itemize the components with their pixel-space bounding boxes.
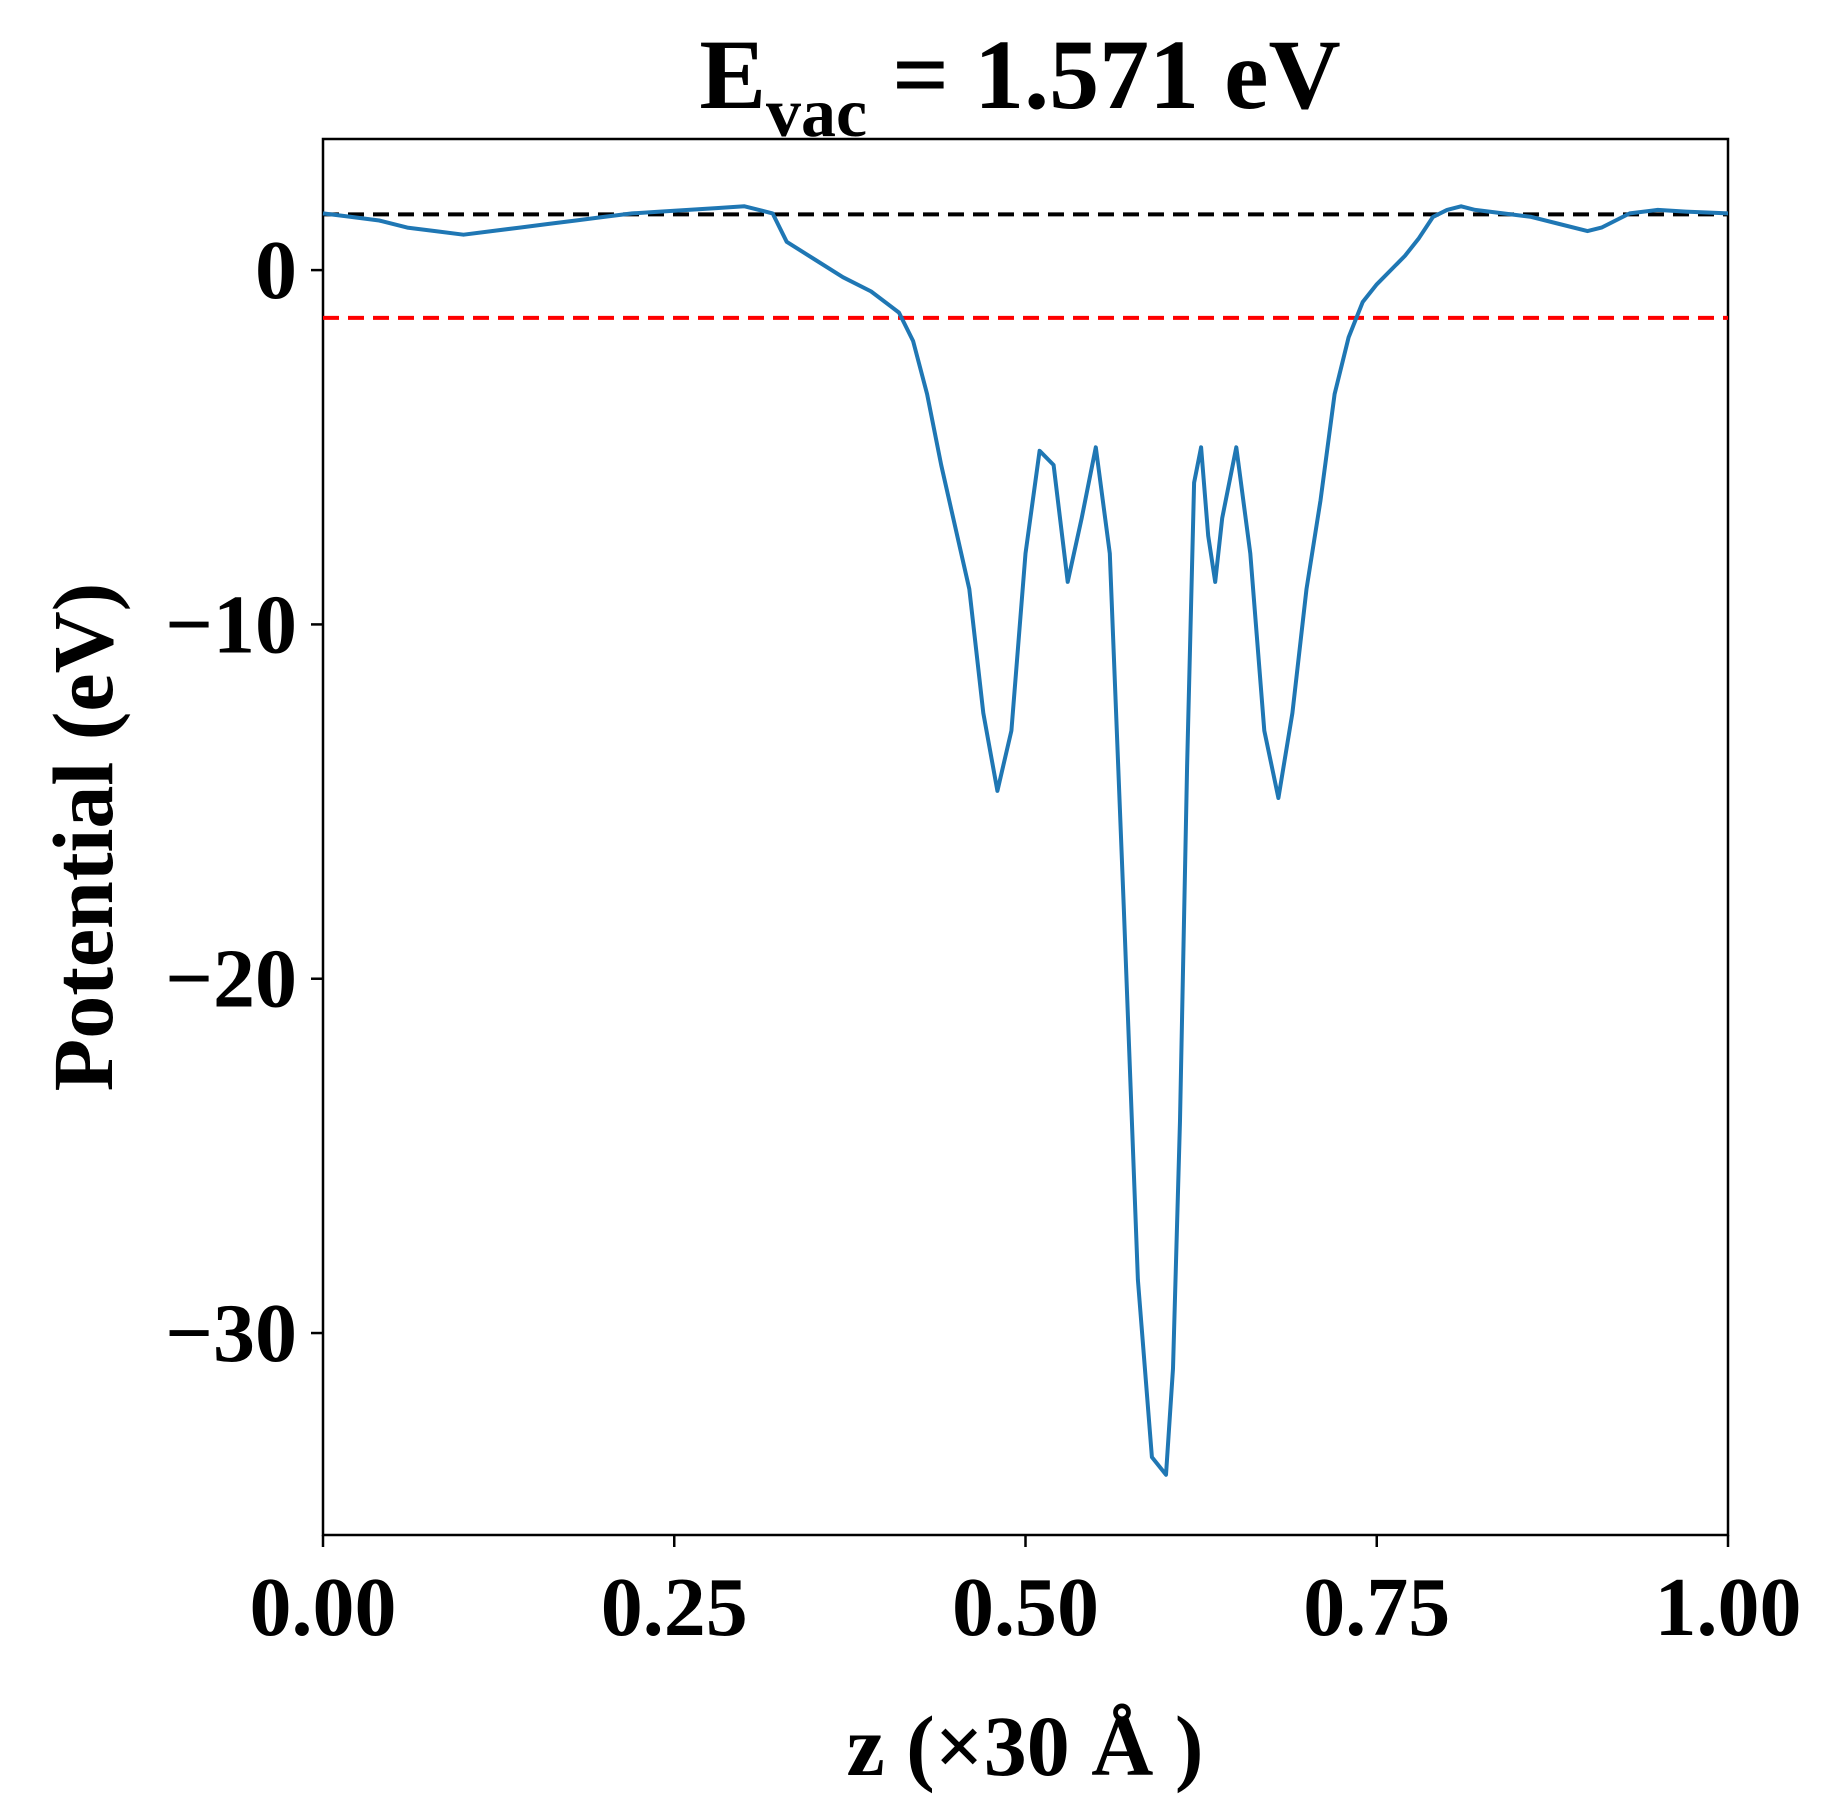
x-tick-label: 0.75 [1303, 1561, 1450, 1654]
plot-frame [321, 137, 1730, 1537]
y-axis-label: Potential (eV) [35, 583, 131, 1092]
y-tick-label: −10 [165, 578, 297, 671]
x-tick-label: 0.50 [952, 1561, 1099, 1654]
x-tick-label: 0.25 [601, 1561, 748, 1654]
x-tick-label: 1.00 [1655, 1561, 1802, 1654]
y-tick-label: −30 [165, 1287, 297, 1380]
title-main: E [699, 19, 766, 130]
x-axis: 0.00 0.25 0.50 0.75 1.00 [250, 1535, 1802, 1654]
chart-title: Evac = 1.571 eV [699, 19, 1340, 152]
title-rest: = 1.571 eV [867, 19, 1341, 130]
title-subscript: vac [766, 75, 867, 152]
y-axis: 0 −10 −20 −30 [165, 224, 323, 1380]
y-tick-label: −20 [165, 933, 297, 1026]
x-tick-label: 0.00 [250, 1561, 397, 1654]
series-group [322, 204, 1729, 1477]
x-axis-label: z (×30 Å ) [846, 1698, 1203, 1794]
series-line-0 [322, 204, 1729, 1477]
reference-lines [323, 212, 1728, 320]
y-tick-label: 0 [255, 224, 297, 317]
